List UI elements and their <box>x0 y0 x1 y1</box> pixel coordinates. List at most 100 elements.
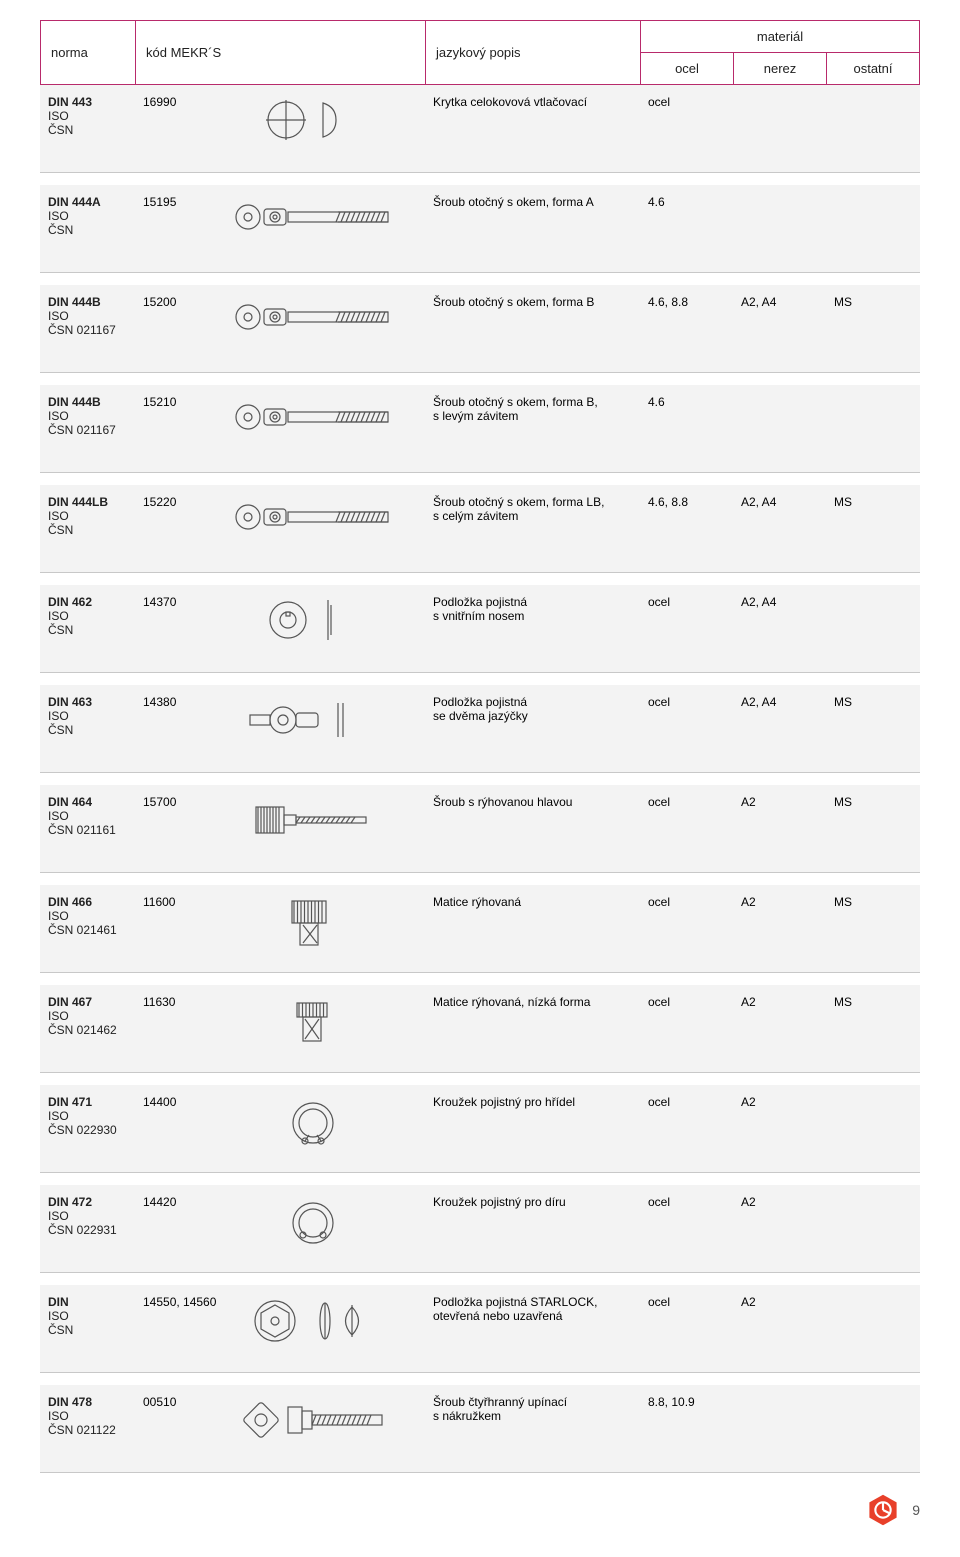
cell-ocel: ocel <box>640 985 733 1072</box>
part-drawing-icon <box>208 695 417 745</box>
cell-norma: DIN 444B ISO ČSN 021167 <box>40 385 135 472</box>
iso-label: ISO <box>48 409 127 423</box>
cell-ostatni <box>826 85 919 172</box>
cell-ostatni: MS <box>826 985 919 1072</box>
cell-norma: DIN 443 ISO ČSN <box>40 85 135 172</box>
code-text: 15210 <box>143 395 198 409</box>
cell-kod: 11600 <box>135 885 425 972</box>
table-row: DIN 471 ISO ČSN 022930 14400 Kroužek poj… <box>40 1085 920 1173</box>
part-drawing-icon <box>208 95 417 145</box>
cell-kod: 14380 <box>135 685 425 772</box>
iso-label: ISO <box>48 1309 127 1323</box>
cell-kod: 15700 <box>135 785 425 872</box>
cell-kod: 14420 <box>135 1185 425 1272</box>
cell-norma: DIN 444LB ISO ČSN <box>40 485 135 572</box>
din-label: DIN 443 <box>48 95 127 109</box>
cell-popis: Podložka pojistná s vnitřním nosem <box>425 585 640 672</box>
cell-norma: DIN 463 ISO ČSN <box>40 685 135 772</box>
cell-nerez: A2 <box>733 1285 826 1372</box>
csn-label: ČSN 021122 <box>48 1423 127 1437</box>
cell-nerez: A2 <box>733 985 826 1072</box>
header-material: materiál <box>641 21 920 53</box>
part-drawing-icon <box>208 895 417 953</box>
code-text: 14550, 14560 <box>143 1295 216 1309</box>
table-row: DIN 444B ISO ČSN 021167 15210 Šroub otoč… <box>40 385 920 473</box>
cell-kod: 11630 <box>135 985 425 1072</box>
iso-label: ISO <box>48 109 127 123</box>
cell-popis: Šroub otočný s okem, forma A <box>425 185 640 272</box>
din-label: DIN 463 <box>48 695 127 709</box>
cell-nerez: A2 <box>733 785 826 872</box>
iso-label: ISO <box>48 1109 127 1123</box>
code-text: 11630 <box>143 995 198 1009</box>
table-row: DIN ISO ČSN 14550, 14560 Podložka pojist… <box>40 1285 920 1373</box>
part-drawing-icon <box>208 595 417 645</box>
din-label: DIN 444B <box>48 395 127 409</box>
page-footer: 9 <box>40 1473 920 1527</box>
cell-popis: Šroub otočný s okem, forma LB, s celým z… <box>425 485 640 572</box>
table-row: DIN 462 ISO ČSN 14370 Podložka pojistná … <box>40 585 920 673</box>
din-label: DIN 478 <box>48 1395 127 1409</box>
table-row: DIN 444B ISO ČSN 021167 15200 Šroub otoč… <box>40 285 920 373</box>
cell-ocel: 8.8, 10.9 <box>640 1385 733 1472</box>
iso-label: ISO <box>48 1409 127 1423</box>
cell-nerez <box>733 385 826 472</box>
cell-kod: 15200 <box>135 285 425 372</box>
header-popis: jazykový popis <box>426 21 641 85</box>
cell-nerez: A2, A4 <box>733 285 826 372</box>
cell-norma: DIN 467 ISO ČSN 021462 <box>40 985 135 1072</box>
code-text: 14420 <box>143 1195 198 1209</box>
cell-ostatni <box>826 1185 919 1272</box>
code-text: 15200 <box>143 295 198 309</box>
csn-label: ČSN <box>48 723 127 737</box>
csn-label: ČSN 021462 <box>48 1023 127 1037</box>
din-label: DIN 472 <box>48 1195 127 1209</box>
csn-label: ČSN 022930 <box>48 1123 127 1137</box>
cell-ostatni <box>826 1385 919 1472</box>
cell-ostatni: MS <box>826 285 919 372</box>
cell-nerez: A2 <box>733 1185 826 1272</box>
code-text: 14400 <box>143 1095 198 1109</box>
table-row: DIN 464 ISO ČSN 021161 15700 Šroub s rýh… <box>40 785 920 873</box>
code-text: 11600 <box>143 895 198 909</box>
cell-popis: Šroub otočný s okem, forma B <box>425 285 640 372</box>
cell-ocel: ocel <box>640 1185 733 1272</box>
cell-popis: Šroub s rýhovanou hlavou <box>425 785 640 872</box>
table-row: DIN 443 ISO ČSN 16990 Krytka celokovová … <box>40 85 920 173</box>
iso-label: ISO <box>48 309 127 323</box>
cell-ostatni: MS <box>826 685 919 772</box>
header-kod: kód MEKR´S <box>136 21 426 85</box>
iso-label: ISO <box>48 909 127 923</box>
cell-kod: 15195 <box>135 185 425 272</box>
cell-kod: 15210 <box>135 385 425 472</box>
cell-popis: Podložka pojistná se dvěma jazýčky <box>425 685 640 772</box>
cell-ocel: 4.6, 8.8 <box>640 485 733 572</box>
cell-nerez: A2, A4 <box>733 685 826 772</box>
part-drawing-icon <box>208 995 417 1049</box>
csn-label: ČSN 021167 <box>48 423 127 437</box>
cell-norma: DIN 478 ISO ČSN 021122 <box>40 1385 135 1472</box>
part-drawing-icon <box>208 1195 417 1251</box>
iso-label: ISO <box>48 709 127 723</box>
code-text: 16990 <box>143 95 198 109</box>
din-label: DIN 444LB <box>48 495 127 509</box>
cell-popis: Šroub otočný s okem, forma B, s levým zá… <box>425 385 640 472</box>
cell-popis: Matice rýhovaná, nízká forma <box>425 985 640 1072</box>
cell-ostatni: MS <box>826 785 919 872</box>
cell-ocel: 4.6 <box>640 185 733 272</box>
page-number: 9 <box>912 1502 920 1518</box>
csn-label: ČSN 022931 <box>48 1223 127 1237</box>
cell-nerez: A2, A4 <box>733 485 826 572</box>
din-label: DIN 467 <box>48 995 127 1009</box>
cell-norma: DIN 462 ISO ČSN <box>40 585 135 672</box>
table-row: DIN 444LB ISO ČSN 15220 Šroub otočný s o… <box>40 485 920 573</box>
cell-nerez <box>733 1385 826 1472</box>
csn-label: ČSN 021461 <box>48 923 127 937</box>
header-nerez: nerez <box>734 53 827 85</box>
csn-label: ČSN 021161 <box>48 823 127 837</box>
csn-label: ČSN 021167 <box>48 323 127 337</box>
header-table: norma kód MEKR´S jazykový popis materiál… <box>40 20 920 85</box>
code-text: 14370 <box>143 595 198 609</box>
header-ocel: ocel <box>641 53 734 85</box>
cell-ostatni <box>826 185 919 272</box>
